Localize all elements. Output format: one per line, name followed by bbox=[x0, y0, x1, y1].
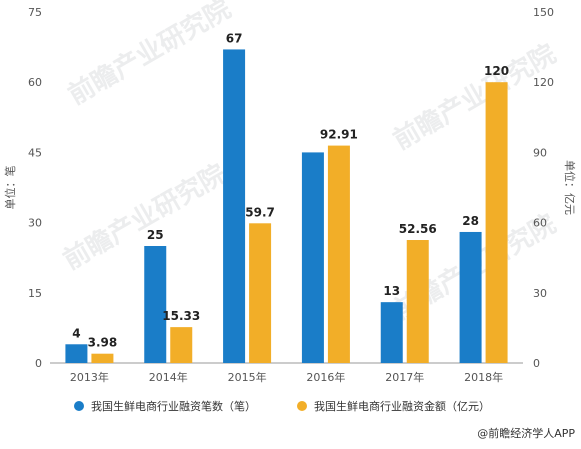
bar-series-1 bbox=[65, 344, 88, 363]
x-tick-label: 2018年 bbox=[464, 370, 503, 384]
legend-marker-series-2 bbox=[297, 401, 307, 411]
watermark-right: 前瞻产业研究院 bbox=[388, 38, 561, 156]
data-label-series-1: 13 bbox=[383, 284, 400, 298]
bar-series-2 bbox=[170, 327, 193, 363]
legend: 我国生鲜电商行业融资笔数（笔） 我国生鲜电商行业融资金额（亿元） bbox=[74, 399, 490, 413]
y-left-tick-label: 75 bbox=[28, 6, 42, 19]
y-left-tick-label: 15 bbox=[28, 287, 42, 300]
y-right-tick-label: 0 bbox=[533, 357, 540, 370]
bar-series-2 bbox=[485, 82, 508, 363]
data-label-series-1: 67 bbox=[226, 31, 243, 45]
bars bbox=[65, 49, 508, 363]
legend-label-series-1: 我国生鲜电商行业融资笔数（笔） bbox=[91, 399, 256, 413]
x-tick-label: 2016年 bbox=[306, 370, 345, 384]
y-right-tick-label: 120 bbox=[533, 76, 554, 89]
bar-series-1 bbox=[380, 302, 403, 363]
legend-label-series-2: 我国生鲜电商行业融资金额（亿元） bbox=[314, 399, 490, 413]
bar-series-1 bbox=[301, 152, 324, 363]
y-left-tick-label: 60 bbox=[28, 76, 42, 89]
x-tick-label: 2015年 bbox=[228, 370, 267, 384]
credit-text: @前瞻经济学人APP bbox=[477, 426, 575, 440]
legend-marker-series-1 bbox=[74, 401, 84, 411]
y-left-tick-label: 0 bbox=[35, 357, 42, 370]
x-tick-label: 2014年 bbox=[149, 370, 188, 384]
data-label-series-1: 25 bbox=[147, 228, 164, 242]
watermark-top: 前瞻产业研究院 bbox=[63, 0, 236, 111]
bar-series-1 bbox=[459, 231, 482, 363]
data-label-series-2: 3.98 bbox=[88, 336, 118, 350]
data-labels: 4 25 67 13 28 3.98 15.33 59.7 92.91 52.56 120 bbox=[72, 31, 509, 349]
data-label-series-2: 59.7 bbox=[245, 205, 275, 219]
y-right-axis-title: 单位：亿元 bbox=[563, 160, 577, 215]
axes: 0 15 30 45 60 75 0 30 60 90 120 150 单位：笔 单位：亿元 2013年 20… bbox=[3, 6, 577, 384]
data-label-series-1: 28 bbox=[462, 214, 479, 228]
bar-series-1 bbox=[223, 49, 246, 363]
data-label-series-2: 92.91 bbox=[320, 128, 358, 142]
x-tick-label: 2013年 bbox=[70, 370, 109, 384]
y-right-tick-label: 30 bbox=[533, 287, 547, 300]
y-left-tick-label: 30 bbox=[28, 217, 42, 230]
bar-series-2 bbox=[327, 145, 350, 363]
y-right-tick-label: 90 bbox=[533, 146, 547, 159]
y-right-tick-label: 60 bbox=[533, 217, 547, 230]
y-left-axis-title: 单位：笔 bbox=[3, 166, 17, 210]
bar-series-2 bbox=[91, 353, 114, 363]
bar-series-2 bbox=[406, 240, 429, 363]
bar-series-2 bbox=[249, 223, 272, 363]
data-label-series-2: 120 bbox=[484, 64, 509, 78]
data-label-series-1: 4 bbox=[72, 326, 80, 340]
y-right-tick-label: 150 bbox=[533, 6, 554, 19]
y-left-tick-label: 45 bbox=[28, 146, 42, 159]
data-label-series-2: 15.33 bbox=[162, 309, 200, 323]
x-tick-label: 2017年 bbox=[385, 370, 424, 384]
data-label-series-2: 52.56 bbox=[399, 222, 437, 236]
bar-series-1 bbox=[144, 246, 167, 363]
